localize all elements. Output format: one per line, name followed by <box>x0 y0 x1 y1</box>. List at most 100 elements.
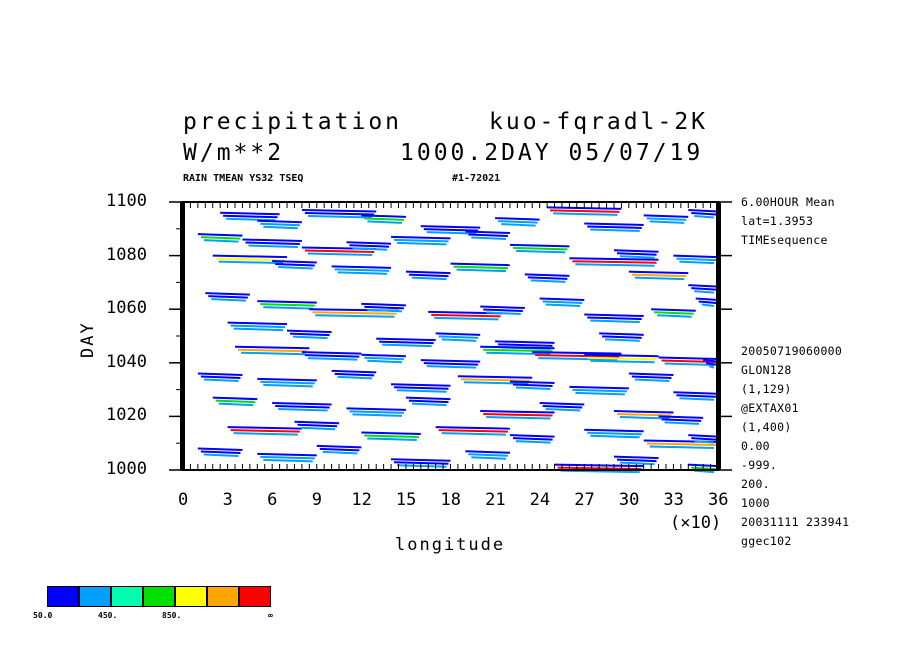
precip-streak <box>203 378 239 383</box>
x-tick-label: 6 <box>267 490 278 510</box>
precip-streak <box>456 268 506 273</box>
precip-streak <box>397 241 447 246</box>
precip-streak <box>651 308 696 312</box>
precip-streak <box>634 276 685 281</box>
precip-streak <box>480 345 555 350</box>
precip-streak <box>468 233 508 237</box>
precip-streak <box>572 388 627 393</box>
precip-streak <box>539 402 585 406</box>
side-info-line: 20050719060000 <box>741 344 843 358</box>
precip-streak <box>292 335 328 340</box>
precip-streak <box>631 375 672 380</box>
y-tick-label: 1040 <box>106 351 147 372</box>
precip-streak <box>587 431 642 436</box>
precip-streak <box>275 262 315 267</box>
y-tick-label: 1020 <box>106 405 147 426</box>
precip-streak <box>301 209 377 213</box>
precip-streak <box>613 410 674 414</box>
precip-streak <box>420 359 481 363</box>
precip-streak <box>587 225 642 229</box>
precip-streak <box>602 335 642 339</box>
precip-streak <box>515 249 566 254</box>
experiment-name: kuo-fqradl-2K <box>489 109 709 135</box>
precip-streak <box>272 259 317 264</box>
precip-streak <box>498 343 553 347</box>
precip-streak <box>441 432 506 436</box>
side-info-line: ggec102 <box>741 534 792 548</box>
precip-streak <box>361 302 406 307</box>
precip-streak <box>471 236 506 240</box>
precip-streak <box>405 396 451 401</box>
precip-streak <box>688 434 719 438</box>
precip-streak <box>524 273 570 277</box>
colorbar-swatch <box>207 586 239 607</box>
frame-right-bar <box>716 202 721 470</box>
precip-streak <box>420 225 481 229</box>
precip-streak <box>331 369 377 374</box>
precip-streak <box>316 444 362 449</box>
precip-streak <box>215 399 256 404</box>
precip-streak <box>352 247 388 251</box>
precip-streak <box>616 413 672 417</box>
precip-streak <box>676 257 717 262</box>
precip-streak <box>575 391 625 396</box>
side-info-line: 0.00 <box>741 439 770 453</box>
precip-streak <box>480 305 525 310</box>
precip-streak <box>263 306 313 310</box>
precip-streak <box>423 362 479 366</box>
precip-streak <box>307 252 373 257</box>
precip-streak <box>575 263 655 267</box>
colorbar-label: 50.0 <box>33 611 53 620</box>
precip-streak <box>227 426 302 430</box>
precip-streak <box>257 452 317 457</box>
precip-streak <box>435 332 481 336</box>
precip-streak <box>411 276 447 281</box>
precip-streak <box>613 249 659 253</box>
side-info-line: 6.00HOUR Mean <box>741 195 835 209</box>
side-info-line: -999. <box>741 458 778 472</box>
precip-streak <box>569 385 629 390</box>
colorbar-label: 850. <box>162 611 182 620</box>
precip-streak <box>599 332 644 336</box>
precip-streak <box>315 314 395 318</box>
precip-streak <box>535 354 620 358</box>
side-info-line: (1,129) <box>741 382 792 396</box>
precip-streak <box>278 265 313 270</box>
precip-streak <box>286 329 332 334</box>
precip-streak <box>538 357 618 361</box>
colorbar-swatch <box>143 586 175 607</box>
precip-streak <box>260 455 315 460</box>
precip-streak <box>364 305 404 310</box>
precip-streak <box>361 214 406 218</box>
precip-streak <box>605 338 640 342</box>
colorbar-swatch <box>79 586 111 607</box>
precip-streak <box>304 249 375 254</box>
precip-streak <box>260 380 315 385</box>
precip-streak <box>248 244 298 249</box>
precip-streak <box>673 391 719 395</box>
precip-streak <box>361 431 421 435</box>
precip-streak <box>197 372 243 377</box>
precip-streak <box>307 357 358 361</box>
precip-streak <box>438 429 508 433</box>
precip-streak <box>527 276 568 280</box>
x-tick-label: 12 <box>351 490 372 510</box>
precip-streak <box>694 440 715 444</box>
precip-streak <box>319 447 360 452</box>
y-tick-label: 1080 <box>106 244 147 265</box>
variable-info: RAIN TMEAN YS32 TSEQ <box>183 173 304 184</box>
precip-streak <box>200 375 241 380</box>
precip-streak <box>441 338 477 342</box>
precip-streak <box>590 359 655 364</box>
precip-streak <box>200 450 241 455</box>
precip-streak <box>643 214 689 218</box>
precip-streak <box>397 389 447 393</box>
precip-streak <box>364 217 404 221</box>
precip-streak <box>197 447 243 452</box>
y-axis-label: DAY <box>78 321 98 358</box>
x-tick-label: 27 <box>574 490 595 510</box>
precip-streak <box>304 354 360 358</box>
precip-streak <box>307 215 373 219</box>
precip-streak <box>613 455 659 460</box>
precip-streak <box>539 297 585 301</box>
